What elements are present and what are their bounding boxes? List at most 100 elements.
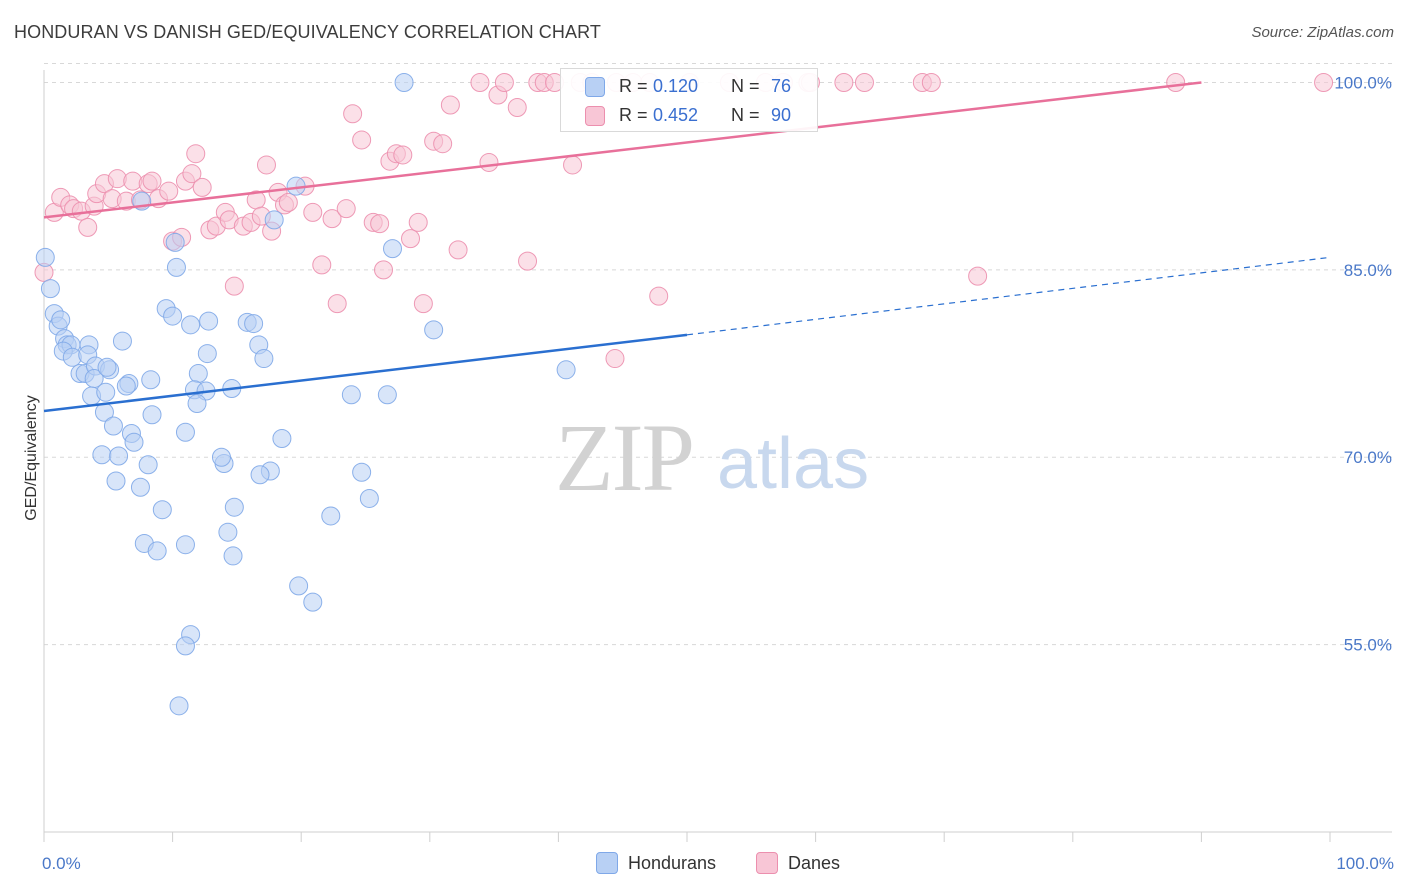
hondurans-point (424, 320, 444, 340)
danes-point (256, 155, 276, 175)
legend-item-hondurans[interactable]: Hondurans (596, 852, 716, 874)
hondurans-point (188, 364, 208, 384)
watermark-atlas: atlas (717, 424, 869, 504)
danes-point (413, 294, 433, 314)
danes-point (563, 155, 583, 175)
hondurans-point (199, 311, 219, 331)
hondurans-point (103, 416, 123, 436)
hondurans-point (152, 500, 172, 520)
r-value: 0.452 (653, 105, 699, 125)
hondurans-point (377, 385, 397, 405)
hondurans-point (264, 210, 284, 230)
x-tick-label: 100.0% (1336, 854, 1394, 873)
axes (43, 70, 1392, 842)
hondurans-point (112, 331, 132, 351)
danes-point (854, 72, 874, 92)
chart-title: HONDURAN VS DANISH GED/EQUIVALENCY CORRE… (14, 22, 601, 42)
danes-point (448, 240, 468, 260)
danes-point (479, 152, 499, 172)
hondurans-point (383, 239, 403, 259)
x-tick-label: 0.0% (42, 854, 81, 873)
stats-row-danes: R = 0.452 N = 90 (561, 100, 817, 130)
danes-point (440, 95, 460, 115)
hondurans-point (289, 576, 309, 596)
hondurans-point (175, 422, 195, 442)
danes-point (433, 134, 453, 154)
hondurans-point (175, 535, 195, 555)
y-tick-label: 55.0% (1344, 636, 1392, 655)
legend-label-hondurans: Hondurans (628, 852, 717, 873)
y-axis-label: GED/Equivalency (23, 395, 40, 520)
danes-point (518, 251, 538, 271)
hondurans-point (169, 696, 189, 716)
n-value: 76 (771, 76, 792, 96)
danes-point (322, 209, 342, 229)
danes-point (159, 181, 179, 201)
danes-point (921, 72, 941, 92)
hondurans-point (97, 357, 117, 377)
hondurans-point (106, 471, 126, 491)
hondurans-point (163, 306, 183, 326)
hondurans-swatch (585, 77, 605, 97)
hondurans-point (321, 506, 341, 526)
hondurans-point (187, 394, 207, 414)
hondurans-point (556, 360, 576, 380)
trend-lines (43, 81, 1331, 413)
hondurans-point (165, 232, 185, 252)
hondurans-point (341, 385, 361, 405)
danes-point (470, 72, 490, 92)
y-tick-label: 85.0% (1344, 261, 1392, 280)
r-label: R = (619, 76, 648, 96)
hondurans-point (359, 488, 379, 508)
hondurans-point (166, 257, 186, 277)
stats-legend: R = 0.120 N = 76 R = 0.452 N = 90 (560, 68, 818, 132)
hondurans-point (51, 310, 71, 330)
danes-point (182, 164, 202, 184)
hondurans-trend-extension (686, 256, 1331, 336)
hondurans-point (211, 447, 231, 467)
hondurans-point (250, 465, 270, 485)
hondurans-point (394, 72, 414, 92)
r-value: 0.120 (653, 76, 699, 96)
hondurans-point (244, 314, 264, 334)
danes-point (1314, 72, 1334, 92)
danes-point (278, 192, 298, 212)
source-label: Source: ZipAtlas.com (1251, 24, 1394, 41)
hondurans-point (130, 477, 150, 497)
hondurans-trend-line (43, 333, 688, 413)
danes-point (834, 72, 854, 92)
danes-point (393, 145, 413, 165)
hondurans-point (96, 382, 116, 402)
x-tick-labels: 0.0% 100.0% (42, 854, 1394, 873)
y-tick-labels: 55.0% 70.0% 85.0% 100.0% (1334, 73, 1392, 654)
danes-point (968, 266, 988, 286)
danes-point (494, 72, 514, 92)
danes-point (303, 202, 323, 222)
series-legend: Hondurans Danes (0, 852, 1406, 878)
danes-point (343, 104, 363, 124)
hondurans-point (141, 370, 161, 390)
danes-point (78, 217, 98, 237)
hondurans-point (224, 497, 244, 517)
danes-point (507, 97, 527, 117)
hondurans-point (218, 522, 238, 542)
n-label: N = (731, 105, 760, 125)
stats-row-hondurans: R = 0.120 N = 76 (561, 71, 817, 101)
hondurans-point (147, 541, 167, 561)
danes-point (336, 199, 356, 219)
hondurans-swatch (596, 852, 618, 874)
danes-point (374, 260, 394, 280)
danes-point (1166, 72, 1186, 92)
legend-item-danes[interactable]: Danes (756, 852, 840, 874)
hondurans-point (223, 546, 243, 566)
n-value: 90 (771, 105, 792, 125)
danes-point (224, 276, 244, 296)
danes-point (401, 229, 421, 249)
danes-point (408, 212, 428, 232)
watermark: ZIP atlas (555, 404, 869, 511)
hondurans-point (35, 247, 55, 267)
hondurans-point (254, 349, 274, 369)
hondurans-point (197, 344, 217, 364)
hondurans-point (138, 455, 158, 475)
